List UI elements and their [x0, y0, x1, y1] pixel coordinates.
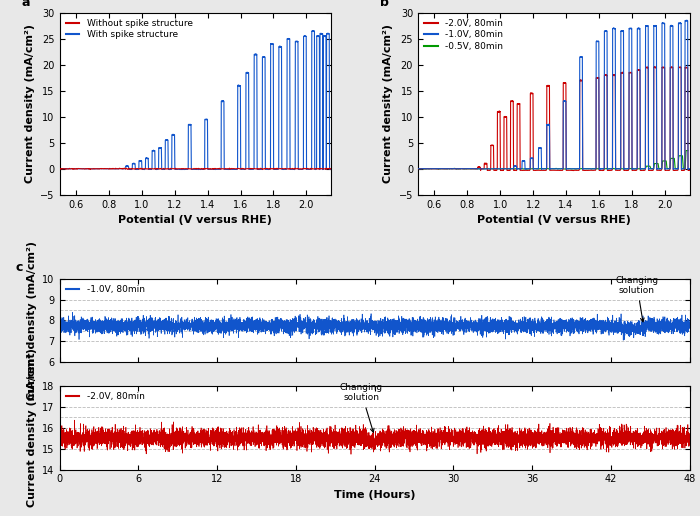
X-axis label: Time (Hours): Time (Hours) [334, 490, 415, 500]
X-axis label: Potential (V versus RHE): Potential (V versus RHE) [118, 215, 272, 225]
Text: b: b [380, 0, 389, 9]
Y-axis label: Current density (mA/cm²): Current density (mA/cm²) [27, 348, 36, 507]
Legend: Without spike structure, With spike structure: Without spike structure, With spike stru… [64, 18, 195, 41]
Legend: -1.0V, 80min: -1.0V, 80min [64, 283, 146, 296]
X-axis label: Potential (V versus RHE): Potential (V versus RHE) [477, 215, 631, 225]
Text: Changing
solution: Changing solution [615, 276, 659, 322]
Text: c: c [15, 262, 23, 275]
Y-axis label: Current density (mA/cm²): Current density (mA/cm²) [25, 24, 35, 183]
Y-axis label: Current density (mA/cm²): Current density (mA/cm²) [383, 24, 393, 183]
Y-axis label: Current density (mA/cm²): Current density (mA/cm²) [27, 241, 37, 400]
Text: a: a [22, 0, 30, 9]
Text: Changing
solution: Changing solution [340, 383, 383, 432]
Legend: -2.0V, 80min: -2.0V, 80min [64, 390, 146, 403]
Legend: -2.0V, 80min, -1.0V, 80min, -0.5V, 80min: -2.0V, 80min, -1.0V, 80min, -0.5V, 80min [423, 18, 505, 53]
